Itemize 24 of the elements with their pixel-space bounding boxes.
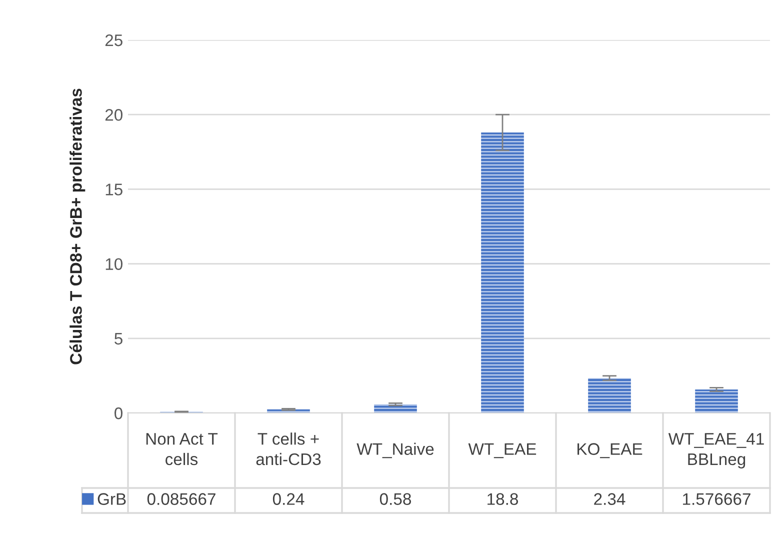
x-tick-label: Non Act T cells: [146, 433, 218, 466]
data-label: 0.085667: [147, 493, 216, 505]
bar: [481, 132, 524, 413]
bar: [695, 389, 738, 413]
data-label: 0.24: [272, 493, 304, 505]
bar: [374, 404, 417, 413]
y-tick-label: 0: [114, 407, 122, 420]
x-tick-label: WT_EAE_41BBLneg: [668, 433, 764, 468]
y-tick-label: 10: [106, 258, 122, 270]
data-label: 2.34: [594, 493, 626, 505]
y-tick-label: 20: [105, 109, 122, 121]
bar: [588, 378, 631, 413]
data-label: 18.8: [488, 493, 518, 505]
x-tick-label: WT_Naive: [356, 442, 434, 458]
data-label: 0.58: [380, 493, 411, 505]
y-tick-label: 5: [114, 332, 122, 345]
y-tick-label: 25: [105, 34, 122, 46]
data-label: 1.576667: [683, 493, 750, 505]
x-tick-label: KO_EAE: [578, 443, 642, 458]
y-tick-label: 15: [106, 184, 122, 196]
text: GrB: [98, 493, 126, 505]
y-axis-title: Células T CD8+ GrB+ proliferativas: [69, 88, 86, 364]
x-tick-label: T cells + anti-CD3: [256, 432, 321, 466]
x-tick-label: WT_EAE: [468, 443, 536, 458]
